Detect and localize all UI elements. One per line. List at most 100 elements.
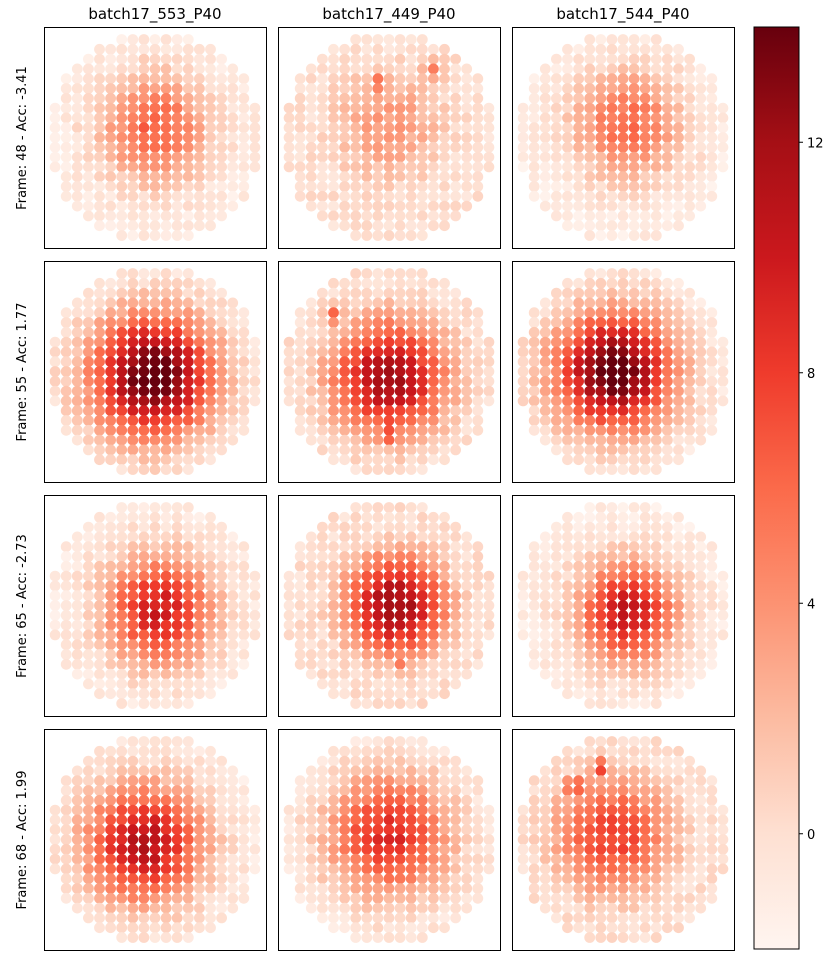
sensor-pixel xyxy=(138,551,150,562)
sensor-pixel xyxy=(116,277,128,289)
sensor-pixel xyxy=(160,53,172,65)
sensor-pixel xyxy=(461,132,473,143)
sensor-pixel xyxy=(439,356,450,368)
sensor-pixel xyxy=(617,892,629,904)
sensor-pixel xyxy=(472,619,484,631)
sensor-pixel xyxy=(182,375,194,387)
sensor-pixel xyxy=(416,649,428,660)
sensor-pixel xyxy=(194,326,205,338)
sensor-pixel xyxy=(439,161,450,173)
sensor-pixel xyxy=(617,112,629,124)
sensor-pixel xyxy=(383,307,395,319)
sensor-pixel xyxy=(49,570,61,582)
sensor-pixel xyxy=(394,765,406,777)
sensor-pixel xyxy=(595,873,607,885)
sensor-pixel xyxy=(171,200,183,212)
sensor-pixel xyxy=(216,210,228,222)
sensor-pixel xyxy=(394,736,406,747)
sensor-pixel xyxy=(472,639,484,651)
sensor-pixel xyxy=(83,814,94,826)
sensor-pixel xyxy=(562,560,573,572)
sensor-pixel xyxy=(551,92,562,104)
sensor-pixel xyxy=(650,639,662,651)
sensor-pixel xyxy=(650,521,662,533)
sensor-pixel xyxy=(551,297,562,309)
sensor-pixel xyxy=(617,366,629,377)
sensor-pixel xyxy=(372,434,384,446)
sensor-pixel xyxy=(305,600,317,611)
sensor-pixel xyxy=(673,531,684,543)
sensor-pixel xyxy=(662,43,673,55)
sensor-pixel xyxy=(94,132,105,143)
sensor-pixel xyxy=(662,297,673,309)
sensor-pixel xyxy=(673,541,684,553)
sensor-pixel xyxy=(695,892,707,904)
sensor-pixel xyxy=(650,210,662,222)
sensor-pixel xyxy=(573,688,584,700)
sensor-pixel xyxy=(350,668,362,680)
sensor-pixel xyxy=(539,824,551,836)
sensor-pixel xyxy=(328,297,339,309)
sensor-pixel xyxy=(372,277,384,289)
sensor-pixel xyxy=(573,375,584,387)
sensor-pixel xyxy=(472,336,484,348)
sensor-pixel xyxy=(294,853,306,865)
sensor-pixel xyxy=(317,902,328,914)
sensor-pixel xyxy=(562,804,573,816)
sensor-pixel xyxy=(305,824,317,836)
sensor-pixel xyxy=(83,326,94,338)
sensor-pixel xyxy=(328,580,339,592)
sensor-pixel xyxy=(562,814,573,826)
sensor-pixel xyxy=(171,277,183,289)
sensor-pixel xyxy=(194,346,205,358)
sensor-pixel xyxy=(684,73,695,85)
sensor-pixel xyxy=(71,590,83,602)
sensor-pixel xyxy=(339,454,350,466)
sensor-pixel xyxy=(361,629,373,641)
sensor-pixel xyxy=(94,181,105,192)
sensor-pixel xyxy=(717,824,729,836)
sensor-pixel xyxy=(182,912,194,924)
sensor-pixel xyxy=(562,190,573,202)
sensor-pixel xyxy=(394,92,406,104)
sensor-pixel xyxy=(138,902,150,914)
sensor-pixel xyxy=(149,405,161,417)
sensor-pixel xyxy=(617,873,629,885)
sensor-pixel xyxy=(450,171,461,183)
sensor-pixel xyxy=(105,775,116,787)
sensor-pixel xyxy=(238,346,250,358)
sensor-pixel xyxy=(138,326,150,338)
sensor-pixel xyxy=(528,307,540,319)
sensor-pixel xyxy=(138,424,150,436)
sensor-pixel xyxy=(584,902,596,914)
sensor-pixel xyxy=(595,922,607,934)
sensor-pixel xyxy=(361,171,373,183)
sensor-pixel xyxy=(116,912,128,924)
sensor-pixel xyxy=(205,102,216,114)
sensor-pixel xyxy=(60,649,72,660)
sensor-pixel xyxy=(105,755,116,767)
sensor-pixel xyxy=(439,873,450,885)
sensor-pixel xyxy=(182,92,194,104)
sensor-pixel xyxy=(717,132,729,143)
sensor-pixel xyxy=(595,220,607,232)
sensor-pixel xyxy=(606,307,618,319)
sensor-pixel xyxy=(695,609,707,621)
sensor-pixel xyxy=(450,590,461,602)
sensor-pixel xyxy=(149,132,161,143)
sensor-pixel xyxy=(706,132,718,143)
sensor-pixel xyxy=(573,521,584,533)
sensor-pixel xyxy=(94,668,105,680)
sensor-pixel xyxy=(662,326,673,338)
sensor-pixel xyxy=(105,785,116,796)
sensor-pixel xyxy=(149,521,161,533)
sensor-pixel xyxy=(372,922,384,934)
sensor-pixel xyxy=(94,336,105,348)
colorbar-tick-label: 8 xyxy=(807,367,815,382)
sensor-pixel xyxy=(350,366,362,377)
sensor-pixel xyxy=(339,649,350,660)
sensor-pixel xyxy=(573,277,584,289)
sensor-pixel xyxy=(328,395,339,407)
sensor-pixel xyxy=(383,346,395,358)
sensor-pixel xyxy=(595,375,607,387)
